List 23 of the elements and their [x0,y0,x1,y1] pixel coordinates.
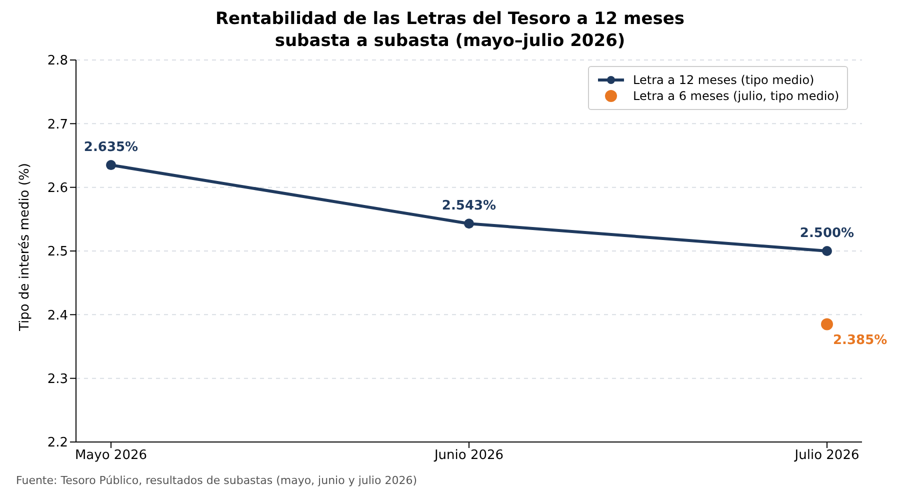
point [822,246,832,256]
x-tick-label: Mayo 2026 [74,448,148,464]
legend-label: Letra a 6 meses (julio, tipo medio) [633,89,840,103]
y-axis-title: Tipo de interés medio (%) [18,163,33,332]
y-tick-label: 2.4 [47,308,68,324]
source-note: Fuente: Tesoro Público, resultados de subastas (mayo, junio y julio 2026) [16,474,418,487]
point [106,160,116,170]
x-tick-label: Julio 2026 [794,448,860,464]
data-label: 2.543% [442,198,496,214]
y-tick-label: 2.8 [47,54,68,69]
point [821,318,833,330]
y-tick-label: 2.3 [47,372,68,387]
point [464,218,474,229]
y-tick-label: 2.7 [47,117,68,132]
y-tick-label: 2.5 [47,244,68,260]
y-tick-label: 2.2 [47,436,68,451]
data-label: 2.385% [833,333,888,348]
chart-title: Rentabilidad de las Letras del Tesoro a 12 meses subasta a subasta (mayo–julio 2026) [214,8,686,52]
legend-label: Letra a 12 meses (tipo medio) [633,73,814,87]
x-tick-label: Junio 2026 [433,448,504,464]
data-label: 2.500% [800,226,854,241]
data-label: 2.635% [84,140,138,156]
y-tick-label: 2.6 [47,180,68,196]
